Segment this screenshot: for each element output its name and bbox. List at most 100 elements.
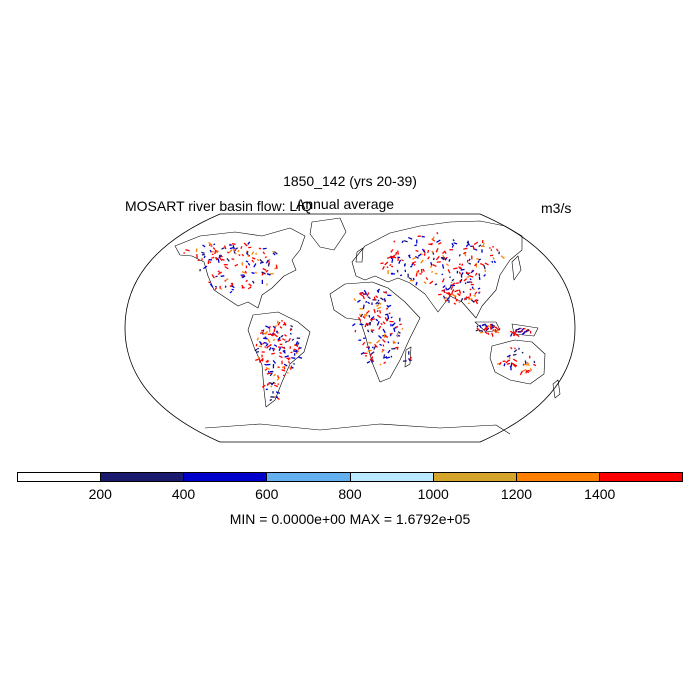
river-cell	[533, 363, 537, 367]
river-cell	[379, 363, 382, 366]
river-cell	[284, 340, 288, 343]
river-cell	[215, 249, 219, 253]
river-cell	[474, 272, 478, 276]
river-cell	[267, 338, 271, 344]
river-cell	[367, 349, 372, 352]
river-cell	[264, 363, 267, 366]
river-cell	[511, 362, 516, 366]
river-cell	[478, 244, 482, 248]
river-cell	[255, 343, 258, 347]
river-cell	[291, 356, 296, 359]
river-cell	[490, 326, 495, 330]
river-cell	[393, 240, 396, 243]
river-cell	[262, 247, 267, 250]
river-cell	[445, 292, 451, 296]
colorbar-box	[599, 473, 682, 481]
river-cell	[277, 375, 280, 379]
river-cell	[279, 351, 283, 355]
river-cell	[212, 247, 216, 251]
river-cell	[460, 272, 464, 276]
river-cell	[397, 250, 399, 255]
river-cell	[492, 245, 494, 248]
river-cell	[522, 332, 525, 335]
australia-coast	[489, 339, 546, 385]
river-cell	[469, 288, 472, 291]
river-cell	[289, 332, 292, 335]
colorbar	[17, 472, 683, 482]
river-cell	[364, 313, 368, 318]
river-cell	[467, 302, 470, 305]
river-cell	[258, 358, 261, 363]
river-cell	[384, 261, 389, 266]
river-cell	[368, 314, 371, 318]
river-cell	[453, 242, 458, 245]
river-cell	[396, 269, 399, 273]
river-cell	[251, 280, 255, 284]
river-cell	[289, 365, 293, 370]
greenland-coast	[309, 217, 347, 251]
river-cell	[248, 283, 252, 287]
indonesia-coast	[474, 321, 501, 333]
river-cell	[269, 398, 273, 402]
river-cell	[512, 353, 517, 356]
river-cell	[510, 362, 513, 367]
river-cell	[441, 278, 445, 283]
river-cell	[414, 255, 419, 259]
river-cell	[272, 332, 275, 335]
colorbar-box	[101, 473, 185, 481]
river-cell	[262, 329, 265, 332]
river-cell	[221, 258, 225, 261]
river-cell	[256, 337, 259, 341]
river-cell	[266, 360, 270, 363]
river-cell	[271, 352, 275, 355]
river-cell	[432, 257, 435, 261]
river-cell	[509, 330, 515, 334]
river-cell	[383, 298, 387, 302]
river-cell	[455, 282, 460, 285]
river-cell	[470, 269, 475, 274]
river-cell	[213, 243, 216, 246]
river-cell	[412, 277, 415, 281]
river-cell	[385, 356, 391, 359]
river-cell	[289, 328, 293, 332]
river-cell	[231, 243, 236, 246]
river-cell	[257, 356, 261, 359]
river-cell	[489, 326, 492, 330]
new-zealand-coast	[552, 379, 561, 399]
river-cell	[376, 288, 381, 292]
river-cell	[478, 258, 482, 261]
river-cell	[474, 299, 479, 305]
river-cell	[458, 254, 461, 257]
river-cell	[261, 384, 266, 388]
river-cell	[495, 326, 500, 331]
river-cell	[209, 249, 212, 253]
units-label: m3/s	[541, 200, 572, 216]
river-cell	[509, 332, 513, 337]
river-cell	[376, 314, 382, 319]
river-cell	[362, 295, 365, 300]
river-cell	[463, 247, 468, 250]
river-cell	[409, 356, 413, 359]
river-cell	[201, 251, 205, 255]
river-cell	[468, 275, 474, 278]
river-cell	[365, 310, 370, 315]
river-cell	[265, 367, 271, 370]
river-cell	[372, 359, 375, 363]
river-cell	[495, 248, 499, 252]
river-cell	[373, 296, 376, 301]
river-cell	[360, 351, 365, 355]
river-cell	[273, 328, 276, 333]
river-cell	[477, 287, 481, 290]
river-cell	[234, 263, 239, 267]
river-cell	[442, 285, 446, 289]
river-cell	[272, 360, 277, 364]
river-cell	[240, 246, 243, 249]
river-cell	[483, 264, 486, 270]
river-cell	[380, 322, 383, 326]
river-cell	[485, 327, 490, 331]
river-cell	[360, 313, 364, 318]
river-cell	[408, 254, 411, 257]
river-cell	[272, 252, 276, 256]
river-cell	[517, 327, 521, 330]
river-cell	[238, 254, 241, 257]
